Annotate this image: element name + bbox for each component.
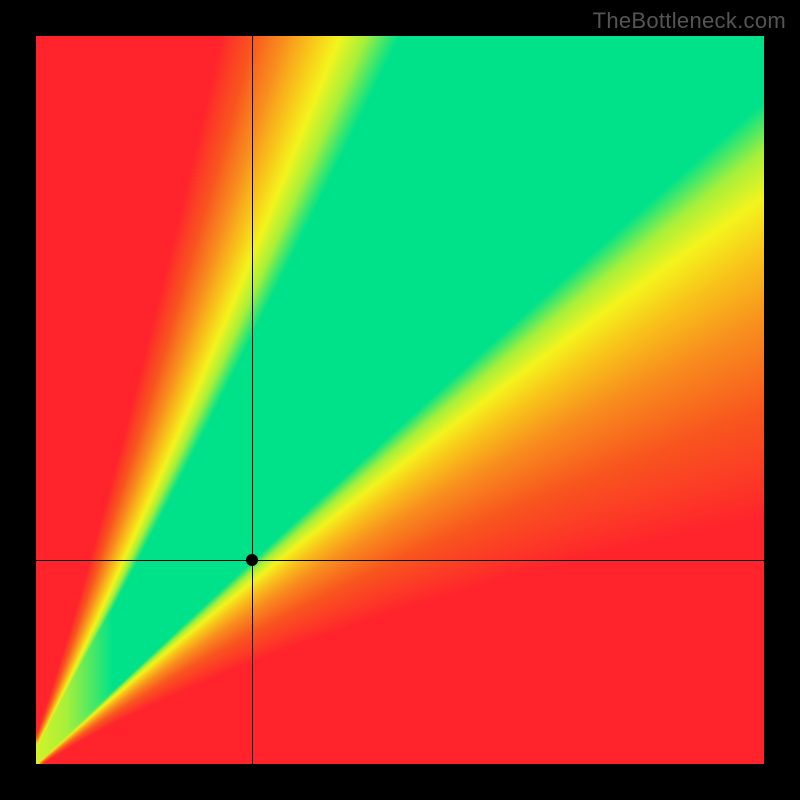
crosshair-vertical [252, 36, 253, 764]
heatmap-chart [36, 36, 764, 764]
watermark-text: TheBottleneck.com [593, 8, 786, 34]
crosshair-horizontal [36, 560, 764, 561]
heatmap-canvas [36, 36, 764, 764]
marker-point [246, 554, 258, 566]
